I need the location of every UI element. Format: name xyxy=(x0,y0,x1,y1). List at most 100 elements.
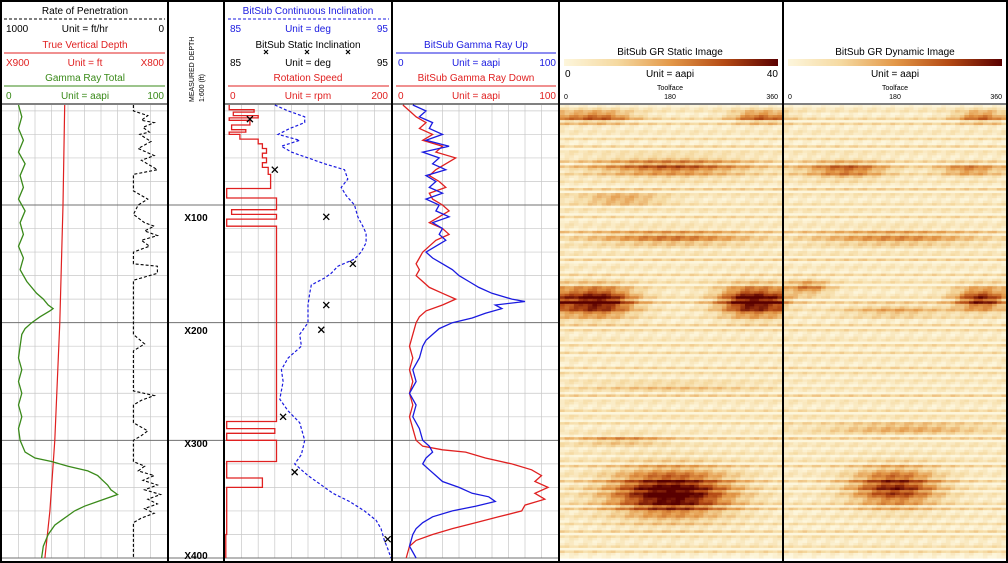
image-cell xyxy=(717,135,723,139)
image-cell xyxy=(638,142,644,146)
image-cell xyxy=(745,130,751,134)
image-cell xyxy=(606,160,612,164)
image-cell xyxy=(726,107,732,111)
image-cell xyxy=(772,105,778,109)
image-cell xyxy=(583,110,589,114)
image-cell xyxy=(624,145,630,149)
image-cell xyxy=(592,120,598,124)
image-cell xyxy=(698,157,704,161)
image-cell xyxy=(657,145,663,149)
image-cell xyxy=(684,135,691,139)
image-cell xyxy=(634,160,640,164)
image-cell xyxy=(643,132,649,136)
image-cell xyxy=(573,132,580,136)
image-cell xyxy=(629,120,635,124)
image-cell xyxy=(754,125,760,129)
image-cell xyxy=(592,142,598,146)
image-cell xyxy=(661,137,667,141)
image-cell xyxy=(606,145,612,149)
image-cell xyxy=(689,150,695,154)
image-cell xyxy=(721,140,728,144)
image-cell xyxy=(694,110,700,114)
image-cell xyxy=(647,142,654,146)
image-cell xyxy=(763,152,769,156)
image-cell xyxy=(768,137,774,141)
image-cell xyxy=(661,155,667,159)
image-cell xyxy=(703,122,709,126)
image-cell xyxy=(745,132,751,136)
image-cell xyxy=(740,147,746,151)
image-cell xyxy=(601,130,607,134)
image-cell xyxy=(768,152,774,156)
image-cell xyxy=(629,130,635,134)
image-cell xyxy=(624,152,630,156)
image-cell xyxy=(610,105,617,109)
image-cell xyxy=(735,107,741,111)
image-cell xyxy=(560,135,566,139)
image-cell xyxy=(620,155,626,159)
image-cell xyxy=(652,152,658,156)
image-cell xyxy=(708,150,714,154)
image-cell xyxy=(634,110,640,114)
image-cell xyxy=(694,142,700,146)
grdown-scale-left: 0 xyxy=(398,91,404,102)
image-cell xyxy=(717,145,723,149)
image-cell xyxy=(694,137,700,141)
image-cell xyxy=(620,130,626,134)
image-cell xyxy=(610,137,617,141)
image-cell xyxy=(749,115,755,119)
image-cell xyxy=(620,112,626,116)
image-cell xyxy=(684,155,691,159)
image-cell xyxy=(712,115,718,119)
image-cell xyxy=(564,142,570,146)
image-cell xyxy=(768,157,774,161)
image-cell xyxy=(763,112,769,116)
image-cell xyxy=(763,135,769,139)
image-cell xyxy=(694,120,700,124)
image-cell xyxy=(597,125,603,129)
image-cell xyxy=(615,147,621,151)
image-cell xyxy=(638,105,644,109)
image-cell xyxy=(592,105,598,109)
image-cell xyxy=(610,135,617,139)
image-cell xyxy=(592,117,598,121)
image-cell xyxy=(592,155,598,159)
image-cell xyxy=(671,140,677,144)
image-cell xyxy=(643,120,649,124)
image-cell xyxy=(597,122,603,126)
image-cell xyxy=(675,122,681,126)
image-cell xyxy=(615,115,621,119)
image-cell xyxy=(698,137,704,141)
image-cell xyxy=(758,122,765,126)
image-cell xyxy=(745,117,751,121)
grdown-title: BitSub Gamma Ray Down xyxy=(418,73,535,84)
image-cell xyxy=(768,107,774,111)
image-cell xyxy=(643,122,649,126)
image-cell xyxy=(694,160,700,164)
image-cell xyxy=(629,122,635,126)
image-cell xyxy=(587,155,593,159)
image-cell xyxy=(573,110,580,114)
image-cell xyxy=(735,110,741,114)
image-cell xyxy=(777,152,783,156)
image-cell xyxy=(592,147,598,151)
image-cell xyxy=(763,145,769,149)
image-cell xyxy=(610,152,617,156)
image-cell xyxy=(652,157,658,161)
image-cell xyxy=(680,135,686,139)
grt-scale-right: 100 xyxy=(147,91,164,102)
image-cell xyxy=(643,150,649,154)
image-cell xyxy=(684,152,691,156)
image-cell xyxy=(652,137,658,141)
image-cell xyxy=(740,125,746,129)
image-cell xyxy=(712,140,718,144)
image-cell xyxy=(569,107,575,111)
image-cell xyxy=(777,122,783,126)
image-cell xyxy=(615,107,621,111)
image-cell xyxy=(610,122,617,126)
image-cell xyxy=(703,132,709,136)
image-cell xyxy=(754,130,760,134)
image-cell xyxy=(578,137,584,141)
image-cell xyxy=(634,105,640,109)
image-cell xyxy=(620,115,626,119)
